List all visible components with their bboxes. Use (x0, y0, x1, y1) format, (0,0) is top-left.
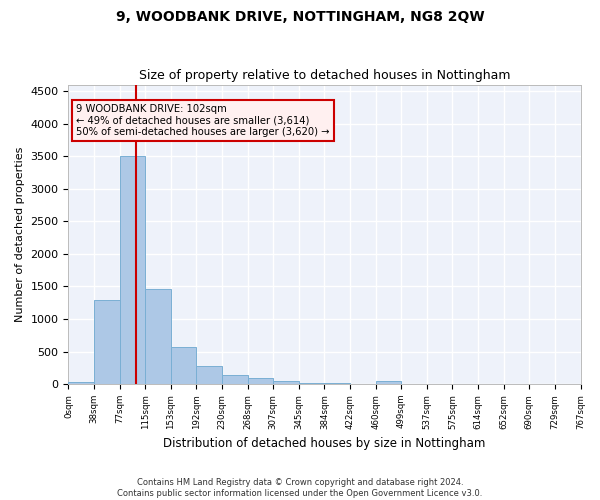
Text: Contains HM Land Registry data © Crown copyright and database right 2024.
Contai: Contains HM Land Registry data © Crown c… (118, 478, 482, 498)
Bar (248, 378, 273, 384)
Bar (171, 347, 196, 384)
Bar (196, 366, 222, 384)
Text: 9, WOODBANK DRIVE, NOTTINGHAM, NG8 2QW: 9, WOODBANK DRIVE, NOTTINGHAM, NG8 2QW (116, 10, 484, 24)
Bar (145, 289, 171, 384)
Bar (273, 381, 299, 384)
Title: Size of property relative to detached houses in Nottingham: Size of property relative to detached ho… (139, 69, 510, 82)
Bar (68, 382, 94, 384)
Bar (94, 300, 119, 384)
Bar (376, 382, 401, 384)
Text: 9 WOODBANK DRIVE: 102sqm
← 49% of detached houses are smaller (3,614)
50% of sem: 9 WOODBANK DRIVE: 102sqm ← 49% of detach… (76, 104, 329, 137)
X-axis label: Distribution of detached houses by size in Nottingham: Distribution of detached houses by size … (163, 437, 485, 450)
Y-axis label: Number of detached properties: Number of detached properties (15, 146, 25, 322)
Bar (222, 375, 248, 384)
Bar (299, 383, 325, 384)
Bar (119, 156, 145, 384)
